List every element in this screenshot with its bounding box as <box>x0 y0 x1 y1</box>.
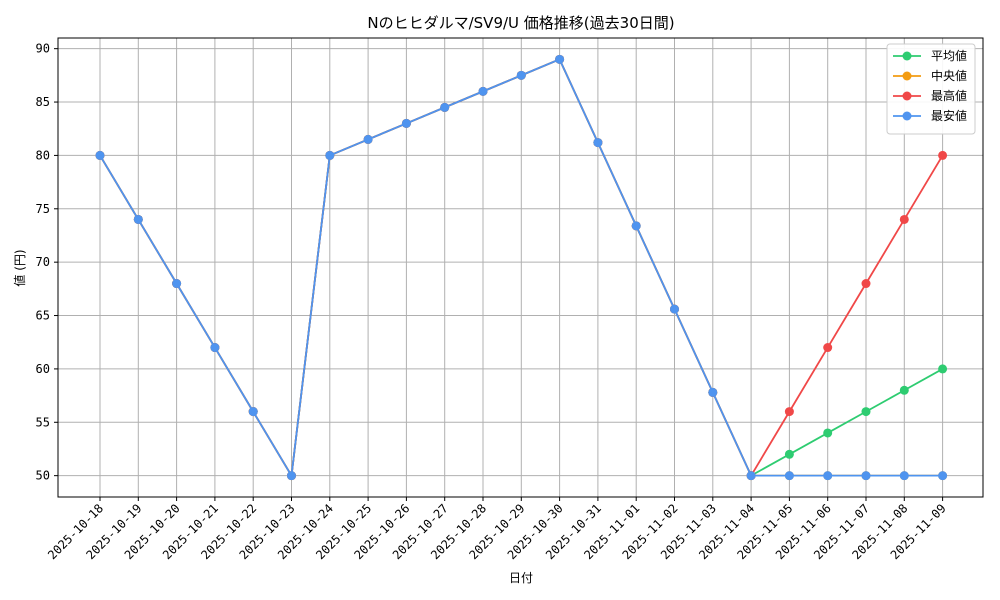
series-4 <box>95 54 948 481</box>
data-point <box>784 449 794 459</box>
plot-frame <box>57 37 984 498</box>
legend-box <box>886 43 976 135</box>
data-point <box>938 150 948 160</box>
data-point <box>95 150 105 160</box>
data-point <box>631 221 641 231</box>
chart-title: Nのヒヒダルマ/SV9/U 価格推移(過去30日間) <box>367 14 674 32</box>
data-point <box>172 279 182 289</box>
data-point <box>478 86 488 96</box>
data-point <box>899 385 909 395</box>
data-point <box>708 387 718 397</box>
data-point <box>593 138 603 148</box>
data-point <box>248 407 258 417</box>
legend-label: 最安値 <box>931 108 967 123</box>
legend-marker <box>902 51 912 61</box>
y-tick-label: 85 <box>36 95 50 109</box>
data-point <box>401 118 411 128</box>
legend-label: 最高値 <box>931 88 967 103</box>
y-tick-label: 75 <box>36 202 50 216</box>
legend-marker <box>902 71 912 81</box>
data-point <box>861 279 871 289</box>
data-point <box>210 343 220 353</box>
data-point <box>746 471 756 481</box>
data-point <box>516 70 526 80</box>
y-tick-label: 50 <box>36 469 50 483</box>
data-point <box>363 134 373 144</box>
legend-label: 平均値 <box>931 48 967 63</box>
x-axis-title: 日付 <box>509 571 533 585</box>
legend-label: 中央値 <box>931 68 967 83</box>
y-tick-label: 65 <box>36 309 50 323</box>
data-point <box>784 407 794 417</box>
data-point <box>784 471 794 481</box>
data-point <box>133 214 143 224</box>
y-tick-label: 90 <box>36 42 50 56</box>
series-layer <box>95 54 948 481</box>
data-point <box>287 471 296 481</box>
y-tick-label: 55 <box>36 415 50 429</box>
data-point <box>325 150 335 160</box>
grid <box>58 38 983 497</box>
data-point <box>899 214 909 224</box>
data-point <box>823 343 833 353</box>
data-point <box>861 471 871 481</box>
data-point <box>823 428 833 438</box>
data-point <box>938 471 948 481</box>
data-point <box>823 471 833 481</box>
y-axis-title: 値 (円) <box>12 249 27 286</box>
legend-marker <box>902 111 912 121</box>
data-point <box>899 471 909 481</box>
data-point <box>861 407 871 417</box>
legend-marker <box>902 91 912 101</box>
y-tick-label: 60 <box>36 362 50 376</box>
data-point <box>440 102 450 112</box>
data-point <box>670 304 679 314</box>
data-point <box>938 364 948 374</box>
y-axis: 50 55 60 65 70 75 80 85 90 <box>36 42 58 483</box>
data-point <box>555 54 565 64</box>
y-tick-label: 80 <box>36 148 50 162</box>
y-tick-label: 70 <box>36 255 50 269</box>
